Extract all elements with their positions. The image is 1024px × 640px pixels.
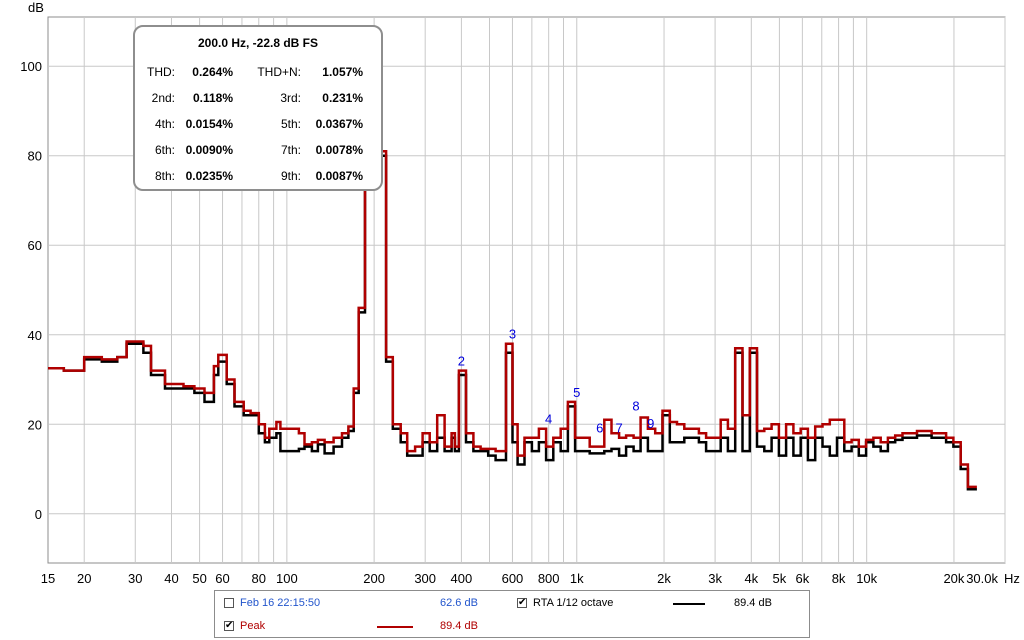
x-tick-label: 20 bbox=[77, 571, 91, 586]
x-tick-label: 5k bbox=[773, 571, 787, 586]
legend-label-peak: Peak bbox=[240, 620, 266, 632]
tooltip-row: 6th: 0.0090% 7th: 0.0078% bbox=[135, 143, 381, 159]
x-tick-label: 80 bbox=[252, 571, 266, 586]
tooltip-row: 4th: 0.0154% 5th: 0.0367% bbox=[135, 117, 381, 133]
legend-swatch-peak bbox=[377, 626, 413, 628]
harmonic-marker-label: 5 bbox=[573, 385, 580, 400]
tooltip-label: 3rd: bbox=[280, 91, 301, 105]
x-tick-label: 6k bbox=[795, 571, 809, 586]
tooltip-value: 0.0090% bbox=[185, 143, 233, 157]
series-lines bbox=[48, 109, 977, 491]
tooltip-label: 9th: bbox=[280, 169, 301, 183]
y-tick-label: 100 bbox=[20, 59, 42, 74]
legend-value-peak: 89.4 dB bbox=[440, 620, 478, 632]
tooltip-label: 2nd: bbox=[151, 91, 175, 105]
tooltip-label: THD+N: bbox=[257, 65, 301, 79]
x-tick-label: 400 bbox=[451, 571, 473, 586]
harmonic-marker-label: 8 bbox=[632, 398, 639, 413]
x-tick-label: 2k bbox=[657, 571, 671, 586]
x-tick-label: 50 bbox=[192, 571, 206, 586]
x-tick-label: 100 bbox=[276, 571, 298, 586]
y-tick-label: 80 bbox=[28, 149, 42, 164]
x-tick-label: 600 bbox=[502, 571, 524, 586]
x-tick-label: 20k bbox=[943, 571, 964, 586]
legend-checkbox-peak[interactable]: ✔ bbox=[224, 620, 234, 631]
x-tick-label: 8k bbox=[832, 571, 846, 586]
tooltip-value: 0.0087% bbox=[315, 169, 363, 183]
legend-label-rta: RTA 1/12 octave bbox=[533, 597, 614, 609]
x-tick-label: 40 bbox=[164, 571, 178, 586]
tooltip-value: 0.0078% bbox=[315, 143, 363, 157]
y-tick-label: 20 bbox=[28, 417, 42, 432]
y-tick-labels: 0 20 40 60 80 100 bbox=[20, 59, 42, 522]
x-tick-label: 60 bbox=[215, 571, 229, 586]
y-tick-label: 40 bbox=[28, 328, 42, 343]
harmonic-marker-label: 4 bbox=[545, 412, 552, 427]
tooltip-label: 6th: bbox=[154, 143, 175, 157]
series-peak-line bbox=[48, 111, 977, 489]
x-tick-label: 1k bbox=[570, 571, 584, 586]
legend-panel: Feb 16 22:15:50 62.6 dB ✔ RTA 1/12 octav… bbox=[214, 590, 810, 638]
x-tick-label: 4k bbox=[744, 571, 758, 586]
legend-value-feb16: 62.6 dB bbox=[440, 597, 478, 609]
harmonic-marker-label: 3 bbox=[509, 327, 516, 342]
tooltip-label: 7th: bbox=[280, 143, 301, 157]
x-tick-label: 30 bbox=[128, 571, 142, 586]
distortion-tooltip: 200.0 Hz, -22.8 dB FS THD: 0.264% THD+N:… bbox=[133, 25, 383, 191]
y-tick-label: 60 bbox=[28, 238, 42, 253]
harmonic-marker-label: 7 bbox=[616, 421, 623, 436]
tooltip-value: 0.0154% bbox=[185, 117, 233, 131]
x-unit-label: Hz bbox=[1004, 571, 1020, 586]
x-tick-label: 300 bbox=[414, 571, 436, 586]
tooltip-row: THD: 0.264% THD+N: 1.057% bbox=[135, 65, 381, 81]
legend-label-feb16: Feb 16 22:15:50 bbox=[240, 597, 321, 609]
x-tick-label: 30.0k bbox=[966, 571, 998, 586]
tooltip-label: 4th: bbox=[154, 117, 175, 131]
harmonic-marker-label: 6 bbox=[596, 421, 603, 436]
x-tick-labels: 15 20 30 40 50 60 80 100 200 300 400 600 800 1k 2k 3k 4k… bbox=[41, 571, 999, 586]
tooltip-value: 0.118% bbox=[192, 91, 233, 105]
legend-checkbox-feb16[interactable] bbox=[224, 598, 234, 608]
x-tick-label: 3k bbox=[708, 571, 722, 586]
y-tick-label: 0 bbox=[35, 507, 42, 522]
series-rta-1-12-octave-line bbox=[48, 109, 977, 491]
tooltip-row: 8th: 0.0235% 9th: 0.0087% bbox=[135, 169, 381, 185]
harmonic-marker-label: 9 bbox=[647, 416, 654, 431]
tooltip-title: 200.0 Hz, -22.8 dB FS bbox=[197, 36, 319, 50]
x-tick-label: 10k bbox=[856, 571, 877, 586]
tooltip-value: 0.0367% bbox=[315, 117, 363, 131]
x-tick-label: 200 bbox=[363, 571, 385, 586]
tooltip-value: 1.057% bbox=[322, 65, 363, 79]
tooltip-label: THD: bbox=[147, 65, 175, 79]
legend-value-rta: 89.4 dB bbox=[734, 597, 772, 609]
tooltip-label: 8th: bbox=[154, 169, 175, 183]
tooltip-row: 2nd: 0.118% 3rd: 0.231% bbox=[135, 91, 381, 107]
y-unit-label: dB bbox=[28, 0, 44, 15]
legend-swatch-rta bbox=[673, 603, 705, 605]
tooltip-label: 5th: bbox=[280, 117, 301, 131]
x-tick-label: 800 bbox=[538, 571, 560, 586]
tooltip-value: 0.0235% bbox=[185, 169, 233, 183]
x-tick-label: 15 bbox=[41, 571, 55, 586]
tooltip-value: 0.231% bbox=[322, 91, 363, 105]
legend-checkbox-rta[interactable]: ✔ bbox=[517, 597, 527, 608]
harmonic-marker-label: 2 bbox=[458, 354, 465, 369]
tooltip-value: 0.264% bbox=[192, 65, 233, 79]
